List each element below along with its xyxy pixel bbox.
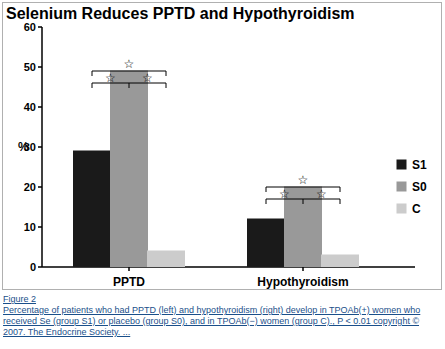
y-tick-label: 50 — [24, 61, 36, 73]
legend-swatch — [397, 204, 406, 213]
y-label: % — [18, 140, 29, 154]
y-axis — [41, 27, 43, 267]
star: ☆ — [124, 57, 135, 71]
bar — [74, 151, 111, 267]
bar — [111, 71, 148, 267]
figure-label: Figure 2 — [3, 294, 441, 305]
bracket — [266, 199, 340, 204]
star: ☆ — [105, 71, 116, 85]
frame — [3, 3, 442, 290]
legend-label: S1 — [412, 158, 427, 172]
x-tick-label: PPTD — [113, 275, 145, 289]
bar — [322, 255, 359, 267]
x-tick — [128, 267, 130, 271]
y-tick-label: 0 — [30, 261, 36, 273]
title: Selenium Reduces PPTD and Hypothyroidism — [6, 5, 355, 22]
legend-swatch — [397, 182, 406, 191]
star: ☆ — [279, 187, 290, 201]
bar — [148, 251, 185, 267]
bracket — [92, 71, 166, 76]
y-tick-label: 20 — [24, 181, 36, 193]
star: ☆ — [316, 187, 327, 201]
star: ☆ — [298, 173, 309, 187]
star: ☆ — [142, 71, 153, 85]
y-tick-label: 10 — [24, 221, 36, 233]
bar — [248, 219, 285, 267]
legend-label: C — [412, 202, 421, 216]
y-tick-label: 40 — [24, 101, 36, 113]
y-tick-label: 60 — [24, 21, 36, 33]
legend-swatch — [397, 160, 406, 169]
x-tick-label: Hypothyroidism — [257, 275, 348, 289]
legend-label: S0 — [412, 180, 427, 194]
x-tick — [302, 267, 304, 271]
caption-text: Percentage of patients who had PPTD (lef… — [3, 305, 441, 338]
bracket — [266, 187, 340, 192]
bracket — [92, 83, 166, 88]
caption: Figure 2Percentage of patients who had P… — [3, 294, 441, 338]
bars — [74, 71, 359, 267]
